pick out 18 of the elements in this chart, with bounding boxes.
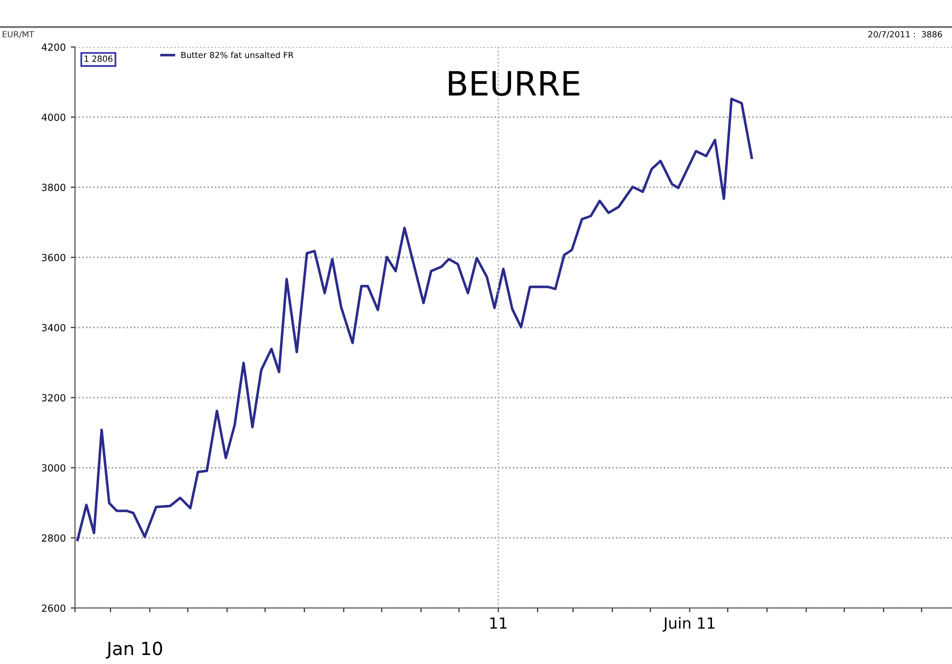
text: BEURRE: [448, 71, 580, 96]
y-tick-label: 3400: [42, 324, 66, 332]
y-tick-label: 3000: [42, 464, 66, 472]
y-tick-label: 4000: [42, 114, 66, 121]
y-tick-label: 2800: [42, 534, 66, 542]
y-axis-title: EUR/MT: [2, 31, 34, 38]
text: 20/7/2011 : 3886: [868, 31, 942, 38]
y-tick-label: 2600: [42, 604, 66, 612]
y-tick-label: 3800: [42, 184, 66, 192]
line-series: [76, 98, 754, 542]
legend-label: Butter 82% fat unsalted FR: [181, 52, 294, 58]
y-tick-label: 4200: [42, 43, 66, 51]
y-tick-label: 3600: [42, 254, 66, 262]
x-tick-label: Juin 11: [662, 617, 714, 632]
text: Jan 10: [106, 642, 162, 659]
annotation: 1 2806: [84, 56, 112, 62]
y-tick-label: 3200: [42, 394, 66, 402]
x-tick-label: 11: [490, 618, 507, 629]
